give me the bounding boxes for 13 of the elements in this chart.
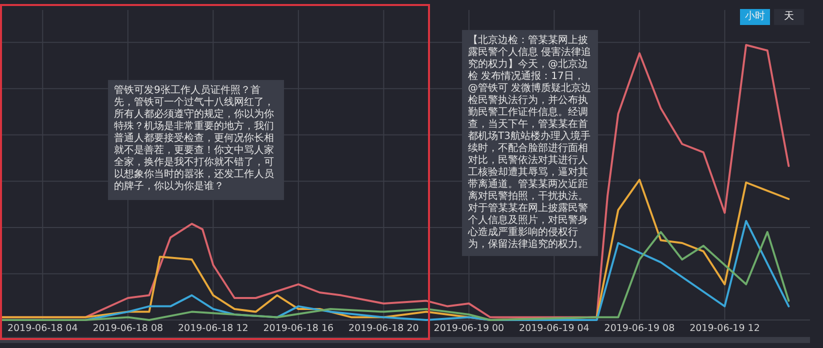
x-tick-label: 2019-06-18 20 bbox=[348, 323, 419, 334]
x-tick-label: 2019-06-19 00 bbox=[434, 323, 504, 334]
x-tick-label: 2019-06-18 16 bbox=[263, 323, 334, 334]
x-tick-label: 2019-06-19 08 bbox=[604, 323, 675, 334]
button: 天 bbox=[774, 9, 804, 25]
tooltip: 【北京边检：管某某网上披露民警个人信息 侵害法律追究的权力】今天，@北京边检 发布情况通报：17日，@管铁可 发微博质疑北京边检民警执法行为，并公布执勤民警工作证件信息。经调查，当天下午，管某某在首都机场T3航站楼办理入境手续时，不配合脸部进行面相对比，民警依法对其进行人工核验却遭其辱骂，逼对其带离通道。管某某两次近距离对民警拍照，干扰执法。对于管某某在网上披露民警个人信息及照片，对民警身心造成严重影响的侵权行为，保留法律追究的权力。 bbox=[462, 30, 598, 256]
x-tick-label: 2019-06-18 08 bbox=[92, 323, 164, 334]
x-tick-label: 2019-06-18 12 bbox=[178, 323, 248, 334]
x-tick-label: 2019-06-18 04 bbox=[7, 323, 78, 334]
button: 小时 bbox=[740, 9, 770, 25]
x-tick-label: 2019-06-19 12 bbox=[690, 323, 760, 334]
tooltip: 管铁可发9张工作人员证件照？首先，管铁可一个过气十八线网红了，所有人都必须遵守的规定，你以为你特殊？机场是非常重要的地方，我们普通人都要接受检查，更何况你长相就不是善茬，更要查！你文中骂人家全家，换作是我不打你就不错了，可以想象你当时的嚣张，还发工作人员的牌子，你以为你是谁？ bbox=[108, 80, 284, 200]
x-tick-label: 2019-06-19 04 bbox=[519, 323, 590, 334]
